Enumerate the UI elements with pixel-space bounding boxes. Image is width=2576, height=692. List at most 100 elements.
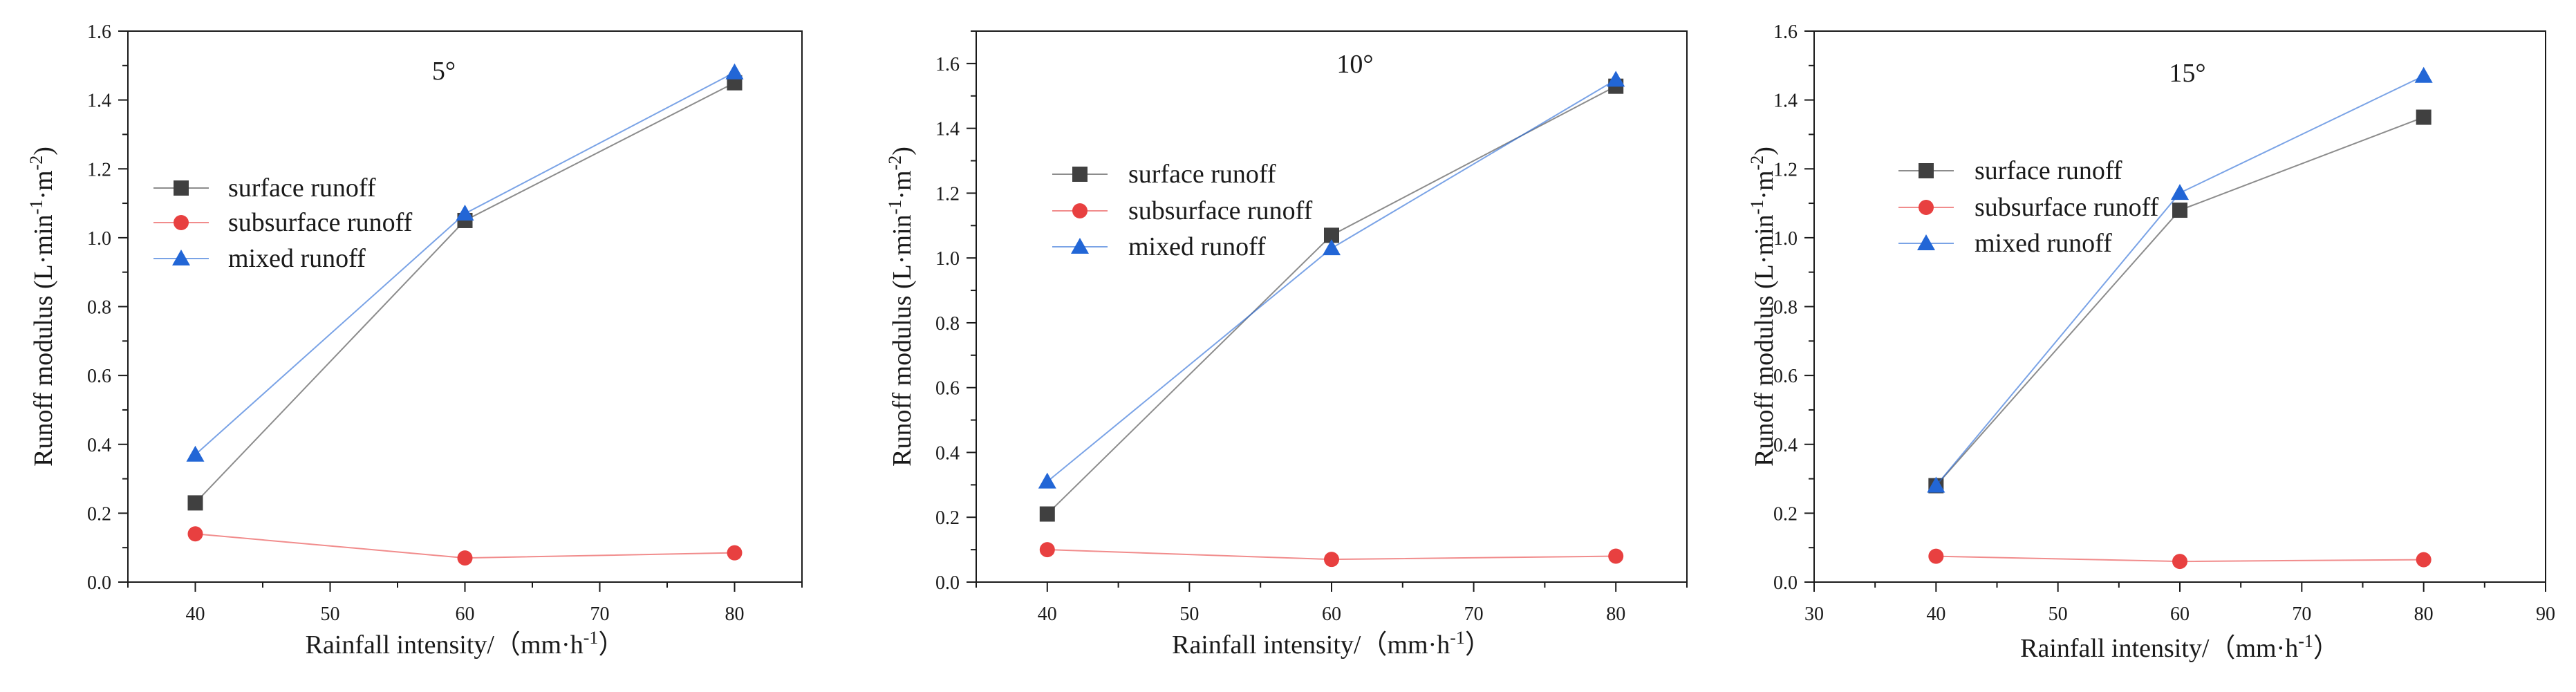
chart-svg: 40 50 60 70 80 0.0 0.2 0.4 0.6 0.8 1.0 1.2 1.4 1.6 sur… <box>26 21 803 660</box>
data-point-surface-runoff <box>2416 109 2432 125</box>
series-line-mixed-runoff <box>1935 75 2425 487</box>
y-tick-label: 1.6 <box>87 21 111 43</box>
data-point-subsurface-runoff <box>457 550 473 566</box>
legend-label: surface runoff <box>1128 160 1276 189</box>
y-tick-label: 0.2 <box>935 507 960 529</box>
y-tick-label: 0.4 <box>935 442 960 464</box>
chart-panel-15-degree: 30 40 50 60 70 80 90 0.0 0.2 0.4 0.6 0.8 1.0 1.2 1.4 1.… <box>1717 0 2576 692</box>
y-tick-label: 1.4 <box>87 91 111 112</box>
y-tick-label: 0.4 <box>1773 435 1798 456</box>
legend-label: subsurface runoff <box>1975 193 2159 222</box>
y-tick-label: 1.2 <box>1773 159 1798 180</box>
data-point-mixed-runoff <box>1038 472 1056 489</box>
y-tick-label: 0.8 <box>87 297 111 319</box>
legend-label: surface runoff <box>228 174 376 203</box>
label-superscript: -1 <box>26 200 46 215</box>
legend-marker <box>172 250 190 265</box>
legend-marker <box>1917 234 1935 250</box>
series-line-mixed-runoff <box>1047 79 1616 483</box>
label-superscript: -2 <box>1747 156 1767 171</box>
label-text: Runoff modulus (L·min <box>29 214 58 467</box>
legend-marker <box>1072 203 1088 218</box>
label-text: ) <box>29 147 58 156</box>
plot-frame <box>976 30 1688 583</box>
x-tick-label: 40 <box>186 604 205 625</box>
y-tick-label: 1.2 <box>935 183 960 205</box>
y-tick-label: 1.4 <box>1773 91 1798 112</box>
chart-title: 10° <box>1336 50 1373 79</box>
x-tick-label: 70 <box>590 604 610 625</box>
plot-frame <box>127 30 803 583</box>
legend-marker <box>1919 163 1934 178</box>
y-tick-label: 0.6 <box>935 378 960 400</box>
legend-marker <box>1072 167 1088 182</box>
x-tick-label: 60 <box>2170 604 2190 625</box>
x-tick-label: 50 <box>2048 604 2068 625</box>
y-axis-title: Runoff modulus (L·min-1·m-2) <box>885 147 917 467</box>
x-tick-label: 40 <box>1038 604 1057 625</box>
x-tick-label: 80 <box>1606 604 1625 625</box>
y-tick-label: 0.4 <box>87 435 111 456</box>
y-tick-label: 1.0 <box>87 228 111 250</box>
y-tick-label: 0.6 <box>1773 366 1798 387</box>
legend-label: subsurface runoff <box>228 208 413 237</box>
x-tick-label: 70 <box>2292 604 2311 625</box>
y-tick-label: 0.8 <box>935 313 960 335</box>
label-superscript: -1 <box>1450 628 1465 648</box>
legend-label: surface runoff <box>1975 156 2122 185</box>
y-tick-label: 1.0 <box>1773 228 1798 250</box>
chart-panel-10-degree: 40 50 60 70 80 0.0 0.2 0.4 0.6 0.8 1.0 1.2 1.4 1.6 sur… <box>859 0 1717 692</box>
label-text: ） <box>2313 634 2340 663</box>
x-tick-label: 40 <box>1926 604 1945 625</box>
data-point-mixed-runoff <box>1323 239 1341 256</box>
label-text: ·m <box>29 170 58 199</box>
label-superscript: -1 <box>584 628 599 648</box>
legend-marker <box>174 215 189 230</box>
y-tick-label: 1.2 <box>87 159 111 180</box>
y-tick-label: 1.6 <box>1773 21 1798 43</box>
x-tick-label: 80 <box>725 604 745 625</box>
data-point-subsurface-runoff <box>187 526 203 542</box>
data-point-subsurface-runoff <box>1608 548 1624 564</box>
label-superscript: -1 <box>1747 200 1767 215</box>
data-point-mixed-runoff <box>2414 66 2433 83</box>
data-point-mixed-runoff <box>186 445 205 462</box>
data-point-subsurface-runoff <box>2172 554 2187 570</box>
data-point-subsurface-runoff <box>1324 552 1339 568</box>
data-point-mixed-runoff <box>456 205 474 221</box>
legend-label: subsurface runoff <box>1128 196 1313 225</box>
y-tick-label: 0.6 <box>87 366 111 387</box>
chart-svg: 30 40 50 60 70 80 90 0.0 0.2 0.4 0.6 0.8 1.0 1.2 1.4 1.… <box>1747 21 2556 663</box>
x-tick-label: 60 <box>456 604 475 625</box>
y-tick-label: 0.2 <box>1773 503 1798 525</box>
label-superscript: -2 <box>26 156 46 171</box>
series-line-surface-runoff <box>194 82 735 504</box>
x-tick-label: 30 <box>1804 604 1824 625</box>
y-tick-label: 1.0 <box>935 248 960 270</box>
y-axis-title: Runoff modulus (L·min-1·m-2) <box>1747 147 1780 467</box>
legend-label: mixed runoff <box>1975 229 2112 258</box>
label-text: ) <box>888 147 917 156</box>
y-tick-label: 0.8 <box>1773 297 1798 319</box>
data-point-subsurface-runoff <box>727 545 743 561</box>
y-axis-title: Runoff modulus (L·min-1·m-2) <box>26 147 59 467</box>
data-point-surface-runoff <box>1324 227 1339 243</box>
y-tick-label: 0.0 <box>1773 572 1798 594</box>
label-text: Rainfall intensity/（mm·h <box>306 630 584 660</box>
plot-frame <box>1813 30 2546 583</box>
label-text: ·m <box>1750 170 1779 199</box>
chart-title: 5° <box>432 57 456 86</box>
y-tick-label: 1.4 <box>935 119 960 140</box>
x-axis-title: Rainfall intensity/（mm·h-1） <box>1172 628 1491 660</box>
label-superscript: -1 <box>2298 631 2313 651</box>
data-point-mixed-runoff <box>1607 71 1625 87</box>
y-tick-label: 1.6 <box>935 54 960 75</box>
label-text: Rainfall intensity/（mm·h <box>1172 630 1450 660</box>
data-point-surface-runoff <box>2172 203 2187 218</box>
label-superscript: -2 <box>885 156 905 171</box>
chart-panel-5-degree: 40 50 60 70 80 0.0 0.2 0.4 0.6 0.8 1.0 1.2 1.4 1.6 sur… <box>0 0 859 692</box>
x-tick-label: 50 <box>321 604 340 625</box>
legend-label: mixed runoff <box>1128 232 1266 261</box>
x-tick-label: 50 <box>1179 604 1199 625</box>
x-tick-label: 70 <box>1464 604 1484 625</box>
